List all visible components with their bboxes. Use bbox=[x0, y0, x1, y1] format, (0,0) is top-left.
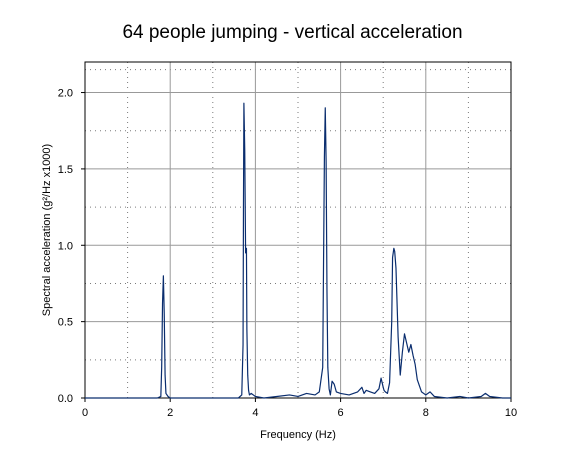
x-tick-label: 2 bbox=[167, 407, 173, 419]
y-tick-label: 0.0 bbox=[58, 393, 73, 405]
chart-title: 64 people jumping - vertical acceleratio… bbox=[122, 22, 463, 43]
x-tick-label: 6 bbox=[338, 407, 344, 419]
x-tick-label: 8 bbox=[423, 407, 429, 419]
y-axis-label: Spectral acceleration (g²/Hz x1000) bbox=[41, 144, 53, 316]
x-tick-label: 0 bbox=[82, 407, 88, 419]
x-axis-label: Frequency (Hz) bbox=[260, 429, 336, 441]
y-tick-label: 2.0 bbox=[58, 88, 73, 100]
plot-frame bbox=[84, 61, 512, 399]
y-tick-label: 0.5 bbox=[58, 317, 73, 329]
y-tick-label: 1.5 bbox=[58, 164, 73, 176]
y-tick-label: 1.0 bbox=[58, 240, 73, 252]
series-line bbox=[85, 102, 511, 399]
x-tick-label: 10 bbox=[505, 407, 517, 419]
x-tick-label: 4 bbox=[252, 407, 258, 419]
